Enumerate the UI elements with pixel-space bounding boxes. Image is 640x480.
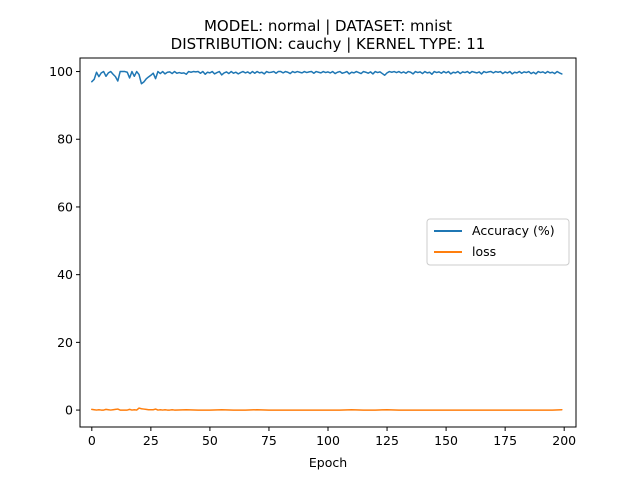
x-axis-label: Epoch — [309, 455, 347, 470]
x-tick-label: 200 — [552, 433, 576, 448]
chart-title-line-2: DISTRIBUTION: cauchy | KERNEL TYPE: 11 — [171, 35, 486, 53]
x-tick-label: 100 — [316, 433, 340, 448]
y-tick-label: 20 — [57, 335, 73, 350]
y-axis-ticks: 0 20 40 60 80 100 — [49, 64, 80, 418]
x-tick-label: 175 — [493, 433, 517, 448]
legend-label-loss: loss — [472, 244, 496, 259]
x-tick-label: 125 — [375, 433, 399, 448]
legend: Accuracy (%) loss — [426, 218, 570, 266]
legend-label-accuracy: Accuracy (%) — [472, 223, 555, 238]
y-tick-label: 0 — [65, 403, 73, 418]
x-tick-label: 50 — [202, 433, 218, 448]
series-line-loss — [91, 407, 563, 411]
x-tick-label: 75 — [261, 433, 277, 448]
chart-title-line-1: MODEL: normal | DATASET: mnist — [204, 17, 452, 35]
x-tick-label: 150 — [434, 433, 458, 448]
y-tick-label: 80 — [57, 132, 73, 147]
series-layer — [91, 70, 563, 411]
x-tick-label: 25 — [143, 433, 159, 448]
y-tick-label: 40 — [57, 267, 73, 282]
x-axis-ticks: 0 25 50 75 100 125 150 175 200 — [88, 427, 576, 448]
legend-box — [426, 218, 570, 266]
series-line-accuracy — [91, 70, 563, 85]
x-tick-label: 0 — [88, 433, 96, 448]
y-tick-label: 60 — [57, 199, 73, 214]
y-tick-label: 100 — [49, 64, 73, 79]
